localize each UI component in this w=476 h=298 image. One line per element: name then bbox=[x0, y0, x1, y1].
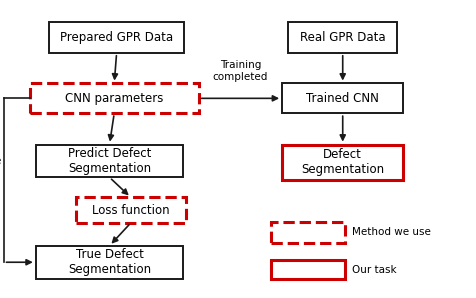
Text: Real GPR Data: Real GPR Data bbox=[300, 31, 386, 44]
FancyBboxPatch shape bbox=[271, 260, 345, 280]
FancyBboxPatch shape bbox=[49, 22, 184, 53]
FancyBboxPatch shape bbox=[76, 197, 186, 223]
FancyBboxPatch shape bbox=[271, 222, 345, 243]
FancyBboxPatch shape bbox=[282, 83, 404, 113]
Text: CNN parameters: CNN parameters bbox=[65, 92, 163, 105]
FancyBboxPatch shape bbox=[36, 246, 183, 279]
Text: Predict Defect
Segmentation: Predict Defect Segmentation bbox=[68, 147, 151, 175]
FancyBboxPatch shape bbox=[288, 22, 397, 53]
Text: Defect
Segmentation: Defect Segmentation bbox=[301, 148, 384, 176]
Text: Loss function: Loss function bbox=[92, 204, 170, 217]
FancyBboxPatch shape bbox=[36, 145, 183, 177]
Text: Trained CNN: Trained CNN bbox=[306, 92, 379, 105]
Text: Our task: Our task bbox=[352, 265, 397, 275]
FancyBboxPatch shape bbox=[30, 83, 199, 113]
Text: Update: Update bbox=[0, 156, 1, 166]
Text: True Defect
Segmentation: True Defect Segmentation bbox=[68, 248, 151, 276]
FancyBboxPatch shape bbox=[282, 145, 404, 180]
Text: Method we use: Method we use bbox=[352, 227, 431, 238]
Text: Prepared GPR Data: Prepared GPR Data bbox=[60, 31, 173, 44]
Text: Training
completed: Training completed bbox=[213, 60, 268, 82]
